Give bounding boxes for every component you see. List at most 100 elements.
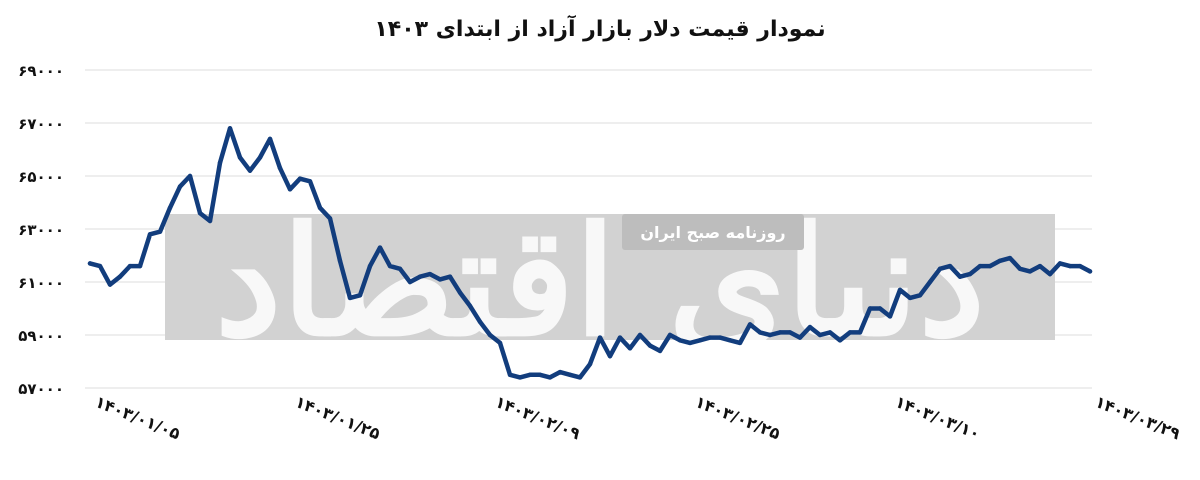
data-point xyxy=(707,335,713,340)
data-point xyxy=(997,258,1003,263)
data-point xyxy=(447,274,453,279)
data-point xyxy=(897,287,903,293)
data-point xyxy=(1067,263,1073,269)
data-point xyxy=(227,126,233,131)
data-point xyxy=(387,263,393,269)
data-point xyxy=(477,319,483,324)
data-point xyxy=(767,332,773,338)
data-point xyxy=(1017,266,1023,271)
data-point xyxy=(97,263,103,269)
data-point xyxy=(1047,271,1053,277)
y-axis-ticks: ۵۷۰۰۰ ۵۹۰۰۰ ۶۱۰۰۰ ۶۳۰۰۰ ۶۵۰۰۰ ۶۷۰۰۰ ۶۹۰۰۰ xyxy=(18,62,64,398)
data-point xyxy=(137,263,143,269)
data-point xyxy=(1007,255,1013,261)
y-tick-label: ۵۷۰۰۰ xyxy=(18,380,64,398)
data-point xyxy=(927,279,933,285)
data-point xyxy=(1087,269,1093,274)
y-tick-label: ۶۷۰۰۰ xyxy=(18,115,64,133)
y-tick-label: ۵۹۰۰۰ xyxy=(18,327,64,345)
data-point xyxy=(757,330,763,335)
data-point xyxy=(627,346,633,351)
data-point xyxy=(1037,263,1043,269)
data-point xyxy=(667,332,673,338)
watermark-band xyxy=(165,214,1055,340)
data-point xyxy=(587,361,593,367)
data-point xyxy=(677,338,683,343)
data-point xyxy=(637,332,643,338)
data-point xyxy=(847,330,853,335)
data-point xyxy=(217,160,223,165)
data-point xyxy=(607,354,613,359)
data-point xyxy=(987,263,993,269)
x-tick-label: ۱۴۰۳/۰۳/۲۹ xyxy=(1093,392,1184,443)
data-point xyxy=(747,322,753,327)
data-point xyxy=(87,261,93,266)
data-point xyxy=(537,372,543,377)
data-point xyxy=(887,314,893,319)
data-point xyxy=(837,338,843,343)
data-point xyxy=(697,338,703,343)
data-point xyxy=(877,306,883,311)
data-point xyxy=(467,303,473,309)
data-point xyxy=(947,263,953,269)
x-axis-ticks: ۱۴۰۳/۰۱/۰۵ ۱۴۰۳/۰۱/۲۵ ۱۴۰۳/۰۲/۰۹ ۱۴۰۳/۰۲/۲۵… xyxy=(93,392,1184,443)
data-point xyxy=(327,216,333,221)
data-point xyxy=(717,335,723,340)
data-point xyxy=(317,205,323,210)
data-point xyxy=(797,335,803,340)
data-point xyxy=(257,155,263,160)
data-point xyxy=(657,348,663,354)
data-point xyxy=(617,335,623,340)
data-point xyxy=(1027,269,1033,274)
data-point xyxy=(377,245,383,250)
data-point xyxy=(427,271,433,277)
x-tick-label: ۱۴۰۳/۰۱/۰۵ xyxy=(93,392,184,443)
y-tick-label: ۶۹۰۰۰ xyxy=(18,62,64,80)
data-point xyxy=(127,263,133,269)
data-point xyxy=(1057,261,1063,266)
data-point xyxy=(507,372,513,377)
data-point xyxy=(417,274,423,279)
x-tick-label: ۱۴۰۳/۰۱/۲۵ xyxy=(293,392,384,443)
y-tick-label: ۶۵۰۰۰ xyxy=(18,168,64,186)
data-point xyxy=(977,263,983,269)
data-point xyxy=(647,343,653,348)
data-point xyxy=(347,295,353,301)
watermark: دنیای اقتصاد روزنامه صبح ایران xyxy=(165,194,1055,370)
data-point xyxy=(367,263,373,269)
data-point xyxy=(117,274,123,279)
data-point xyxy=(277,165,283,171)
data-point xyxy=(407,279,413,285)
data-point xyxy=(147,232,153,237)
y-tick-label: ۶۳۰۰۰ xyxy=(18,221,64,239)
watermark-label-box xyxy=(622,214,804,250)
y-tick-label: ۶۱۰۰۰ xyxy=(18,274,64,292)
x-tick-label: ۱۴۰۳/۰۲/۰۹ xyxy=(493,392,584,443)
data-point xyxy=(527,372,533,377)
watermark-label: روزنامه صبح ایران xyxy=(640,223,785,242)
data-point xyxy=(207,218,213,224)
data-point xyxy=(937,266,943,271)
data-point xyxy=(497,340,503,346)
data-point xyxy=(687,340,693,346)
data-point xyxy=(567,372,573,377)
data-point xyxy=(177,184,183,189)
data-point xyxy=(357,293,363,298)
series-layer xyxy=(87,126,1093,380)
data-point xyxy=(337,258,343,263)
data-point xyxy=(737,340,743,346)
data-point xyxy=(107,282,113,287)
data-point xyxy=(487,332,493,338)
data-point xyxy=(397,266,403,271)
data-point xyxy=(817,332,823,338)
data-point xyxy=(907,295,913,301)
data-point xyxy=(827,330,833,335)
data-point xyxy=(857,330,863,335)
data-point xyxy=(787,330,793,335)
data-point xyxy=(157,229,163,234)
data-point xyxy=(167,205,173,210)
data-point xyxy=(1077,263,1083,269)
data-point xyxy=(197,210,203,216)
